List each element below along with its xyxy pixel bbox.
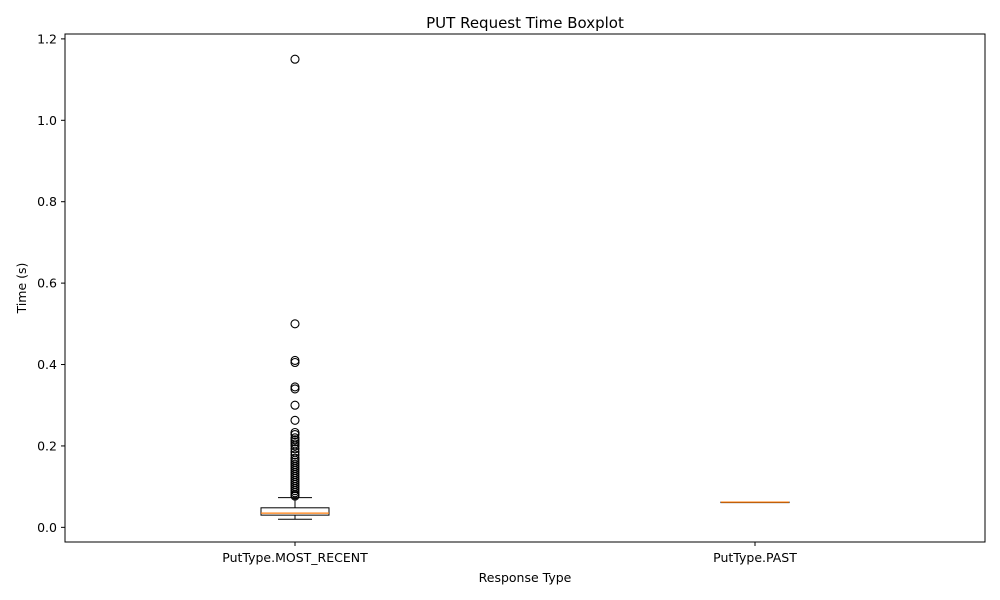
outlier-point [290, 357, 300, 368]
outlier-point [290, 450, 300, 460]
y-tick-label: 0.4 [37, 357, 57, 372]
x-tick-label: PutType.MOST_RECENT [222, 550, 368, 565]
outlier-point [290, 415, 300, 425]
y-tick-label: 0.0 [37, 520, 57, 535]
outlier-point [290, 319, 300, 329]
y-tick-label: 1.0 [37, 113, 57, 128]
outlier-point [290, 54, 300, 64]
y-tick-label: 0.6 [37, 276, 57, 291]
y-axis-label: Time (s) [14, 263, 29, 315]
outlier-point [290, 400, 300, 410]
plot-area [260, 54, 790, 520]
x-tick-label: PutType.PAST [713, 550, 797, 565]
y-tick-label: 0.2 [37, 438, 57, 453]
outlier-point [290, 444, 300, 454]
axes-frame [64, 33, 986, 543]
box-group [720, 501, 790, 504]
iqr-box [260, 507, 330, 516]
chart-title: PUT Request Time Boxplot [426, 14, 624, 32]
outlier-point [290, 429, 300, 440]
y-tick-label: 0.8 [37, 194, 57, 209]
outlier-point [290, 441, 300, 451]
outlier-point [290, 384, 300, 394]
box-group [260, 54, 330, 520]
y-tick-label: 1.2 [37, 31, 57, 46]
x-axis-label: Response Type [479, 570, 572, 585]
outlier-point [290, 491, 300, 501]
